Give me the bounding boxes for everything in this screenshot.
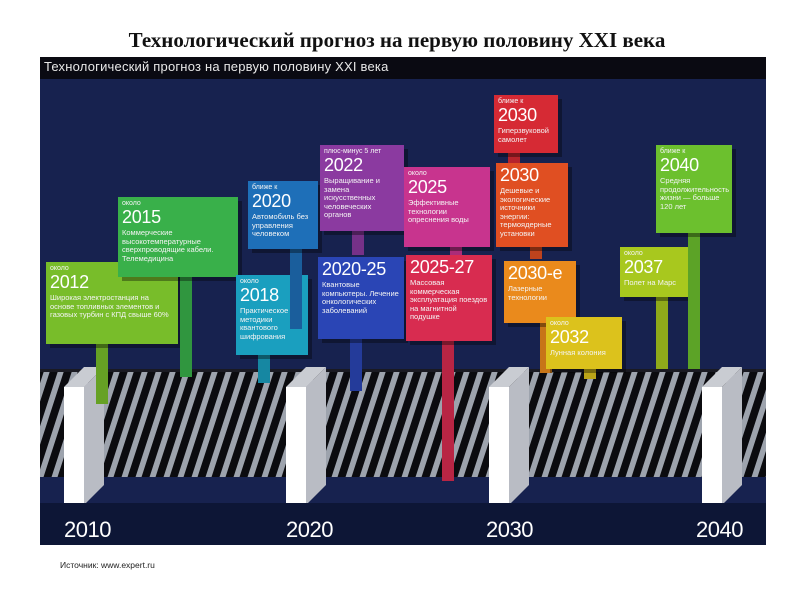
forecast-pole-2020-25: [350, 339, 362, 391]
forecast-pole-2020: [290, 249, 302, 329]
forecast-year: 2015: [122, 207, 161, 227]
forecast-sign-2022: плюс-минус 5 лет 2022 Выращивание и замена…: [320, 145, 404, 231]
forecast-text: Выращивание и замена искусственных челов…: [324, 176, 380, 219]
decade-marker-2020: [286, 367, 326, 505]
forecast-text: Широкая электростанция на основе топливн…: [50, 293, 169, 319]
decade-marker-2030: [489, 367, 529, 505]
slide-title: Технологический прогноз на первую полови…: [128, 28, 666, 52]
forecast-pole-2030b: [530, 247, 542, 259]
forecast-year: 2020-25: [322, 259, 386, 279]
forecast-sign-2030a: ближе к 2030 Гиперзвуковой самолет: [494, 95, 558, 153]
year-label-2020: 2020: [286, 517, 333, 542]
year-label-2040: 2040: [696, 517, 743, 542]
forecast-text: Коммерческие высокотемпературные сверхпр…: [122, 228, 214, 263]
forecast-pole-2012: [96, 344, 108, 404]
forecast-sign-2032: около 2032 Лунная колония: [546, 317, 622, 369]
forecast-qualifier: около: [624, 250, 643, 257]
panel-header: Технологический прогноз на первую полови…: [40, 57, 766, 79]
forecast-sign-2020: ближе к 2020 Автомобиль без управления чел…: [248, 181, 318, 249]
forecast-text: Квантовые компьютеры. Лечение онкологиче…: [322, 280, 399, 315]
forecast-pole-2022: [352, 231, 364, 255]
forecast-year: 2040: [660, 155, 699, 175]
forecast-year: 2030-е: [508, 263, 563, 283]
forecast-sign-2012: около 2012 Широкая электростанция на основ…: [46, 262, 178, 344]
forecast-text: Гиперзвуковой самолет: [498, 126, 549, 144]
timeline-scene: [40, 367, 766, 505]
forecast-pole-2040: [688, 233, 700, 369]
forecast-text: Практическое методики квантового шифрова…: [240, 306, 289, 341]
panel-title: Технологический прогноз на первую полови…: [44, 59, 389, 74]
decade-marker-2040: [702, 367, 742, 505]
forecast-sign-2040: ближе к 2040 Средняя продолжительность жиз…: [656, 145, 732, 233]
forecast-qualifier: ближе к: [498, 98, 524, 105]
forecast-text: Эффективные технологии опреснения воды: [408, 198, 469, 224]
forecast-text: Средняя продолжительность жизни — больше…: [660, 176, 730, 211]
forecast-sign-2015: около 2015 Коммерческие высокотемпературны…: [118, 197, 238, 277]
forecast-year: 2030: [498, 105, 537, 125]
year-label-2010: 2010: [64, 517, 111, 542]
forecast-year: 2025: [408, 177, 447, 197]
forecast-pole-2025-27: [442, 341, 454, 481]
forecast-year: 2025-27: [410, 257, 474, 277]
forecast-text: Лазерные технологии: [508, 284, 548, 302]
forecast-text: Лунная колония: [550, 348, 606, 357]
forecast-text: Автомобиль без управления человеком: [252, 212, 309, 238]
forecast-pole-2037: [656, 297, 668, 369]
forecast-sign-2037: около 2037 Полет на Марс: [620, 247, 690, 297]
forecast-qualifier: около: [240, 278, 259, 285]
forecast-sign-2025-27: 2025-27 Массовая коммерческая эксплуатаци…: [406, 255, 492, 341]
forecast-qualifier: около: [408, 170, 427, 177]
forecast-qualifier: около: [550, 320, 569, 327]
forecast-pole-2018: [258, 355, 270, 383]
source-note: Источник: www.expert.ru: [60, 560, 155, 570]
forecast-text: Полет на Марс: [624, 278, 677, 287]
year-axis-band: [40, 503, 766, 545]
forecast-qualifier: ближе к: [660, 148, 686, 155]
forecast-pole-2015: [180, 277, 192, 377]
forecast-sign-2030e: 2030-е Лазерные технологии: [504, 261, 576, 323]
forecast-year: 2032: [550, 327, 589, 347]
infographic-panel: Технологический прогноз на первую полови…: [40, 57, 766, 545]
timeline-band: [40, 369, 766, 477]
forecast-sign-2025: около 2025 Эффективные технологии опреснен…: [404, 167, 490, 247]
forecast-text: Дешевые и экологические источники энерги…: [500, 186, 552, 238]
forecast-qualifier: ближе к: [252, 184, 278, 191]
forecast-sign-2020-25: 2020-25 Квантовые компьютеры. Лечение онк…: [318, 257, 404, 339]
forecast-qualifier: плюс-минус 5 лет: [324, 148, 382, 155]
forecast-year: 2037: [624, 257, 663, 277]
forecast-year: 2018: [240, 285, 279, 305]
forecast-text: Массовая коммерческая эксплуатация поезд…: [410, 278, 488, 321]
forecast-pole-2032: [584, 369, 596, 379]
timeline-band-top-edge: [40, 369, 766, 372]
forecast-year: 2030: [500, 165, 539, 185]
forecast-year: 2012: [50, 272, 89, 292]
forecast-qualifier: около: [122, 200, 141, 207]
year-label-2030: 2030: [486, 517, 533, 542]
forecast-qualifier: около: [50, 265, 69, 272]
forecast-year: 2020: [252, 191, 291, 211]
forecast-year: 2022: [324, 155, 363, 175]
forecast-sign-2030b: 2030 Дешевые и экологические источники эн…: [496, 163, 568, 247]
